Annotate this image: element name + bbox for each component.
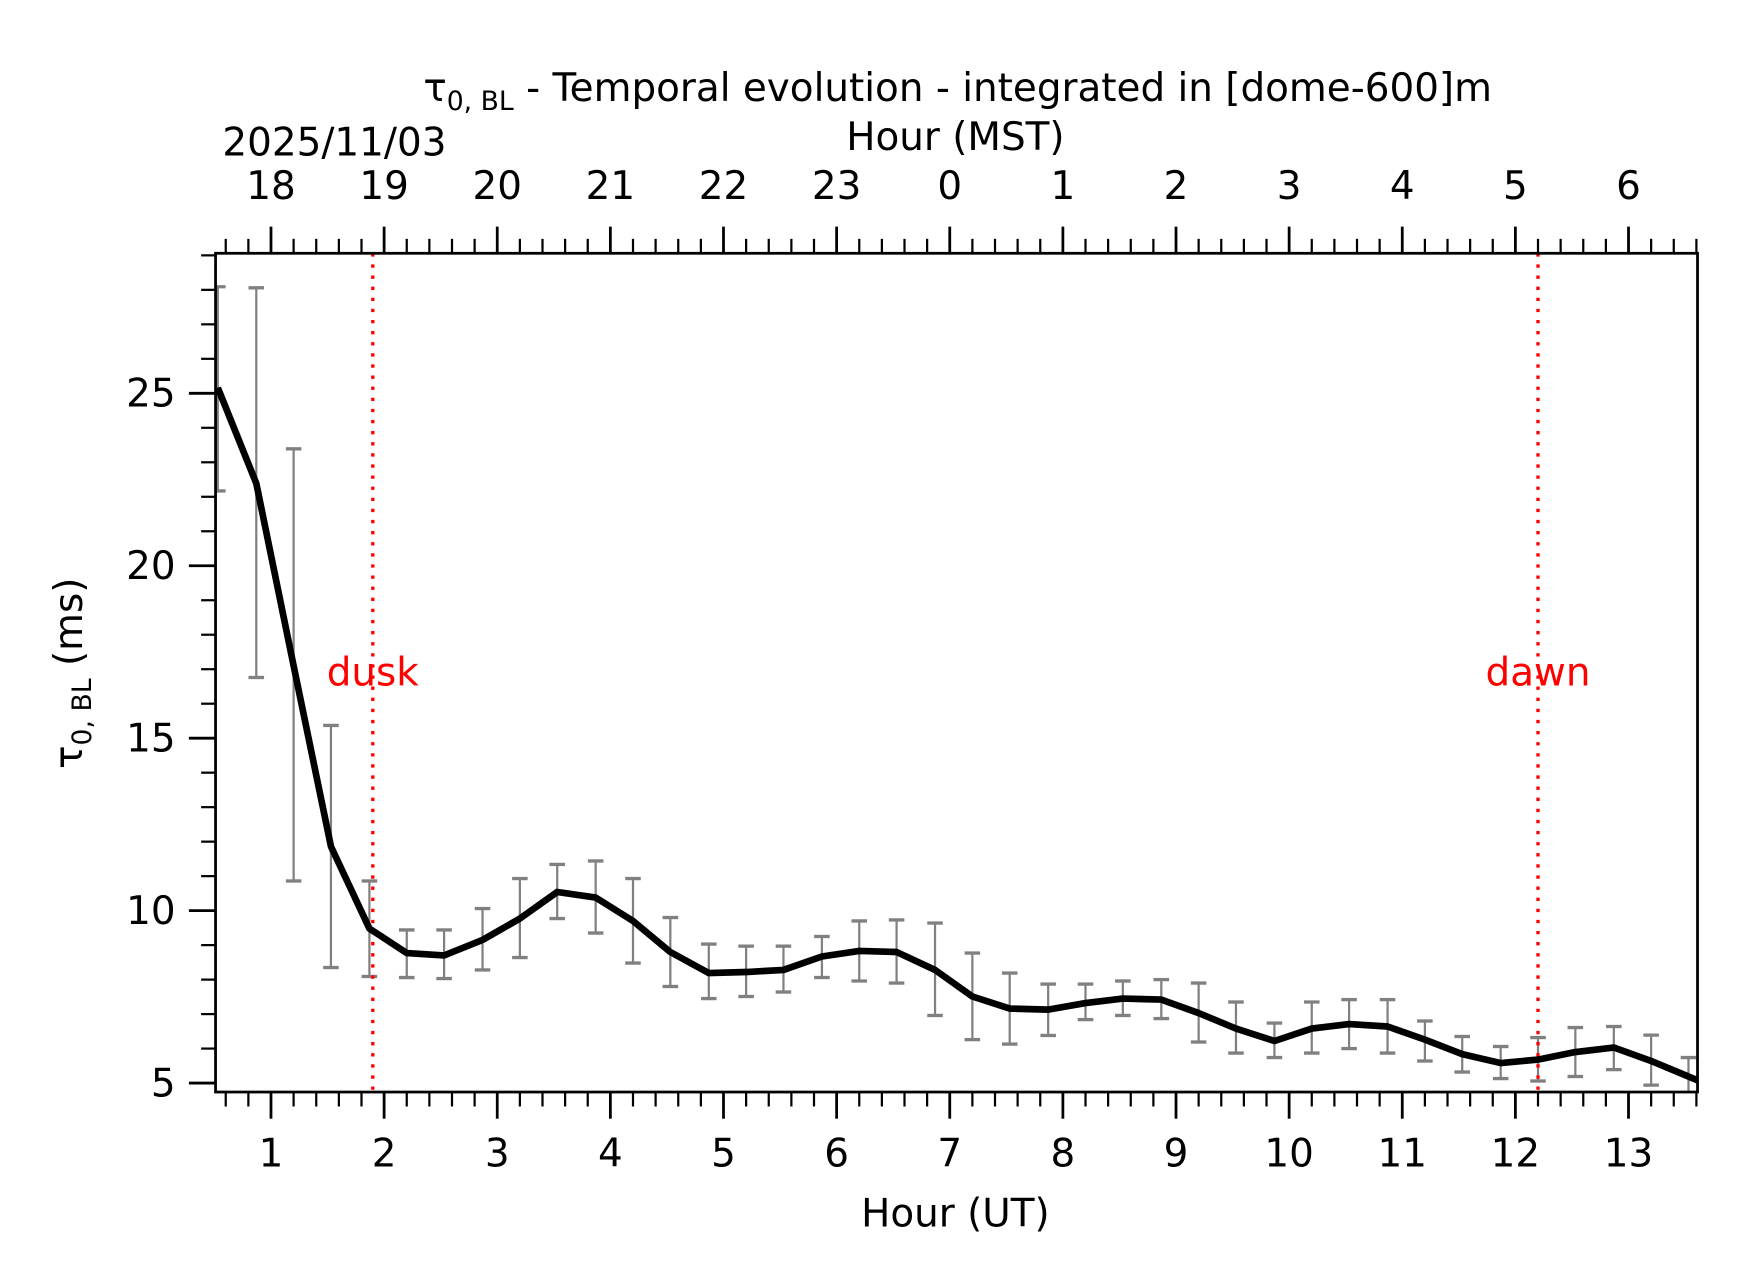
y-tick-label: 25 — [126, 372, 175, 417]
axis-ticks: 1182193204215226237081921031141251365101… — [126, 164, 1698, 1176]
data-point — [556, 891, 558, 893]
x-top-tick-label: 5 — [1503, 164, 1528, 209]
y-tick-label: 5 — [151, 1061, 176, 1106]
data-line — [215, 386, 1698, 1084]
data-point — [1084, 1002, 1087, 1004]
x-top-tick-label: 6 — [1616, 164, 1641, 209]
data-point — [669, 951, 671, 953]
x-tick-label: 10 — [1264, 1131, 1313, 1176]
data-point — [708, 972, 710, 974]
data-point — [782, 969, 785, 971]
data-point — [1537, 1059, 1539, 1061]
data-point — [217, 387, 219, 389]
data-point — [1198, 1012, 1200, 1014]
data-point — [1613, 1046, 1615, 1049]
data-point — [821, 955, 823, 958]
x-tick-label: 1 — [259, 1131, 284, 1176]
date-label: 2025/11/03 — [222, 121, 446, 166]
data-point — [934, 969, 936, 971]
data-point — [481, 939, 484, 941]
x-tick-label: 12 — [1491, 1131, 1540, 1176]
data-point — [1160, 999, 1162, 1001]
data-point — [745, 971, 747, 973]
x-tick-label: 13 — [1604, 1131, 1653, 1176]
data-point — [1311, 1028, 1313, 1030]
x-tick-label: 7 — [937, 1131, 962, 1176]
plot-area — [215, 253, 1698, 1093]
data-point — [1687, 1075, 1690, 1078]
data-point — [1235, 1028, 1237, 1030]
x-tick-label: 3 — [485, 1131, 510, 1176]
x-top-tick-label: 19 — [359, 164, 408, 209]
x-top-axis-label: Hour (MST) — [846, 115, 1064, 160]
data-point — [406, 952, 408, 954]
data-point — [519, 918, 521, 920]
x-top-tick-label: 18 — [246, 164, 295, 209]
plot-frame — [214, 251, 1699, 1094]
x-top-tick-label: 20 — [473, 164, 522, 209]
data-point — [1424, 1039, 1426, 1041]
y-tick-label: 20 — [126, 544, 175, 589]
x-tick-label: 2 — [372, 1131, 397, 1176]
data-point — [1348, 1023, 1350, 1025]
x-tick-label: 6 — [824, 1131, 849, 1176]
data-point — [595, 896, 597, 899]
data-point — [1461, 1053, 1463, 1055]
dusk-label: dusk — [327, 650, 420, 695]
data-point — [896, 951, 898, 953]
data-point — [1273, 1040, 1275, 1042]
x-tick-label: 4 — [598, 1131, 623, 1176]
data-point — [330, 845, 332, 848]
x-top-tick-label: 23 — [812, 164, 861, 209]
x-tick-label: 5 — [711, 1131, 736, 1176]
data-point — [1386, 1025, 1389, 1028]
data-point — [1122, 998, 1124, 1000]
data-point — [368, 928, 370, 930]
x-top-tick-label: 21 — [586, 164, 635, 209]
data-point — [632, 920, 634, 922]
x-top-tick-label: 2 — [1164, 164, 1189, 209]
data-point — [293, 665, 295, 667]
data-point — [1650, 1060, 1652, 1062]
x-top-tick-label: 22 — [699, 164, 748, 209]
data-point — [971, 995, 973, 998]
x-top-tick-label: 0 — [937, 164, 962, 209]
data-point — [858, 950, 860, 952]
x-tick-label: 8 — [1051, 1131, 1076, 1176]
data-point — [255, 482, 257, 484]
y-axis-label: τ0, BL (ms) — [47, 578, 98, 769]
data-point — [443, 954, 445, 957]
x-top-tick-label: 1 — [1051, 164, 1076, 209]
data-point — [1574, 1051, 1576, 1053]
y-tick-label: 10 — [126, 889, 175, 934]
y-tick-label: 15 — [126, 717, 175, 762]
data-point — [1009, 1008, 1011, 1010]
chart-title: τ0, BL - Temporal evolution - integrated… — [423, 66, 1492, 117]
x-axis-label: Hour (UT) — [861, 1191, 1050, 1236]
data-point — [1500, 1062, 1502, 1064]
x-top-tick-label: 4 — [1390, 164, 1415, 209]
x-tick-label: 9 — [1164, 1131, 1189, 1176]
dawn-label: dawn — [1486, 650, 1591, 695]
x-top-tick-label: 3 — [1277, 164, 1302, 209]
data-point — [1047, 1009, 1049, 1011]
x-tick-label: 11 — [1378, 1131, 1427, 1176]
